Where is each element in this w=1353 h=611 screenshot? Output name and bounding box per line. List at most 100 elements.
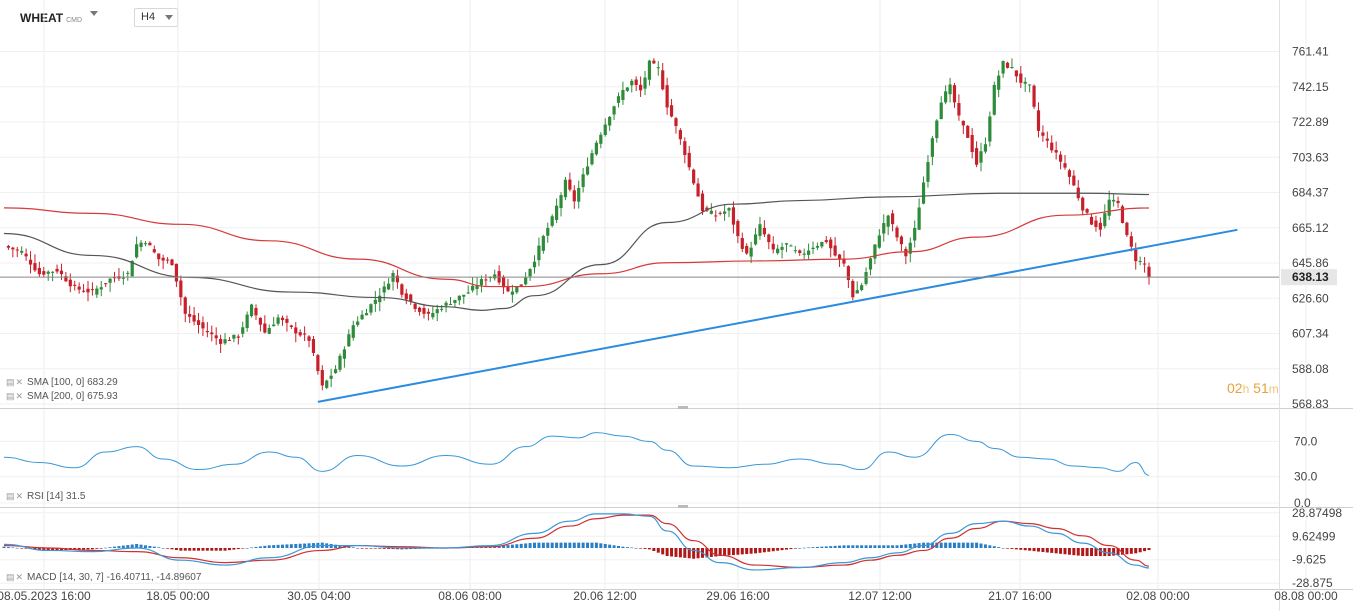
macd-histogram-bar (1014, 548, 1018, 550)
candle-body (1112, 199, 1116, 202)
macd-histogram-bar (42, 548, 46, 551)
macd-histogram-bar (599, 543, 603, 548)
macd-histogram-bar (1129, 548, 1133, 554)
candle-body (143, 243, 148, 245)
macd-histogram-bar (851, 545, 855, 548)
candle-body (683, 141, 687, 156)
macd-histogram-bar (966, 542, 970, 548)
candle-body (276, 317, 280, 324)
candle-body (731, 207, 736, 225)
candle-body (1125, 222, 1129, 236)
macd-histogram-bar (952, 542, 956, 548)
legend-rsi[interactable]: ▤✕ RSI [14] 31.5 (6, 491, 86, 502)
candle-body (157, 253, 161, 260)
settings-list-icon[interactable]: ▤✕ (6, 377, 25, 387)
pane-resize-handle-1 (678, 406, 688, 409)
macd-histogram-bar (232, 548, 236, 550)
candle-body (957, 103, 961, 116)
candle-body (599, 134, 603, 144)
candle-body (90, 289, 95, 291)
candle-body (46, 271, 50, 274)
macd-histogram-bar (356, 548, 360, 549)
candle-body (373, 299, 377, 304)
symbol-name: WHEAT (20, 11, 64, 25)
macd-histogram-bar (365, 548, 369, 549)
settings-list-icon[interactable]: ▤✕ (6, 391, 25, 401)
macd-histogram-bar (197, 548, 201, 551)
candle-body (913, 227, 917, 241)
candle-body (1103, 213, 1107, 227)
macd-histogram-bar (1112, 548, 1116, 556)
legend-sma200[interactable]: ▤✕ SMA [200, 0] 675.93 (6, 391, 118, 402)
macd-histogram-bar (705, 548, 709, 558)
macd-histogram-bar (382, 548, 386, 549)
symbol-selector[interactable]: WHEAT CMD (20, 11, 82, 25)
candle-body (6, 245, 11, 248)
candle-body (303, 333, 307, 335)
macd-histogram-bar (281, 544, 285, 548)
candle-body (882, 223, 886, 234)
candle-body (245, 314, 249, 328)
legend-macd[interactable]: ▤✕ MACD [14, 30, 7] -16.40711, -14.89607 (6, 572, 202, 583)
candle-body (647, 60, 652, 80)
candle-body (493, 274, 497, 279)
macd-histogram-bar (935, 542, 939, 548)
macd-histogram-bar (975, 542, 979, 548)
macd-histogram-bar (130, 544, 134, 548)
symbol-chevron-down-icon[interactable] (90, 11, 98, 16)
candle-body (263, 323, 267, 333)
settings-list-icon[interactable]: ▤✕ (6, 572, 25, 582)
macd-histogram-bar (263, 545, 267, 548)
price-tick-label: 568.83 (1292, 397, 1329, 411)
candle-body (537, 245, 541, 261)
macd-histogram-bar (550, 542, 554, 548)
macd-histogram-bar (798, 548, 802, 549)
candle-body (59, 270, 64, 275)
macd-histogram-bar (913, 543, 917, 548)
macd-histogram-bar (1023, 548, 1027, 551)
candle-body (811, 247, 815, 250)
macd-histogram-bar (276, 544, 280, 548)
candle-body (904, 248, 908, 257)
candle-body (121, 277, 125, 279)
macd-histogram-bar (692, 548, 696, 559)
candle-body (700, 193, 705, 212)
macd-histogram-bar (639, 548, 643, 549)
rsi-tick-label: 70.0 (1294, 434, 1318, 448)
time-tick-label: 02.08 00:00 (1126, 589, 1190, 603)
timeframe-dropdown[interactable]: H4 (134, 8, 178, 27)
macd-histogram-bar (634, 548, 638, 549)
macd-histogram-bar (1041, 548, 1045, 553)
macd-histogram-bar (678, 548, 682, 558)
candle-body (718, 212, 722, 214)
macd-histogram-bar (1032, 548, 1036, 552)
candle-body (1147, 266, 1151, 278)
macd-histogram-bar (272, 545, 276, 548)
candle-body (798, 250, 802, 253)
macd-histogram-bar (780, 548, 784, 551)
macd-histogram-bar (807, 547, 811, 549)
macd-histogram-bar (1006, 548, 1010, 549)
macd-histogram-bar (723, 548, 727, 556)
macd-histogram-bar (1094, 548, 1098, 557)
candle-body (249, 304, 254, 317)
macd-histogram-bar (528, 543, 532, 548)
candle-body (643, 77, 647, 89)
candle-body (37, 267, 41, 275)
candle-body (360, 314, 364, 320)
macd-histogram-bar (815, 546, 819, 548)
candle-body (272, 324, 276, 327)
candle-body (325, 380, 329, 388)
candle-body (908, 242, 912, 254)
candle-body (789, 245, 793, 247)
settings-list-icon[interactable]: ▤✕ (6, 491, 25, 501)
macd-histogram-bar (665, 548, 669, 557)
macd-histogram-bar (731, 548, 735, 556)
candle-body (404, 293, 408, 300)
macd-histogram-bar (842, 545, 846, 548)
legend-sma100[interactable]: ▤✕ SMA [100, 0] 683.29 (6, 377, 118, 388)
macd-histogram-bar (838, 545, 842, 548)
candle-body (577, 188, 581, 202)
candle-body (254, 308, 258, 316)
